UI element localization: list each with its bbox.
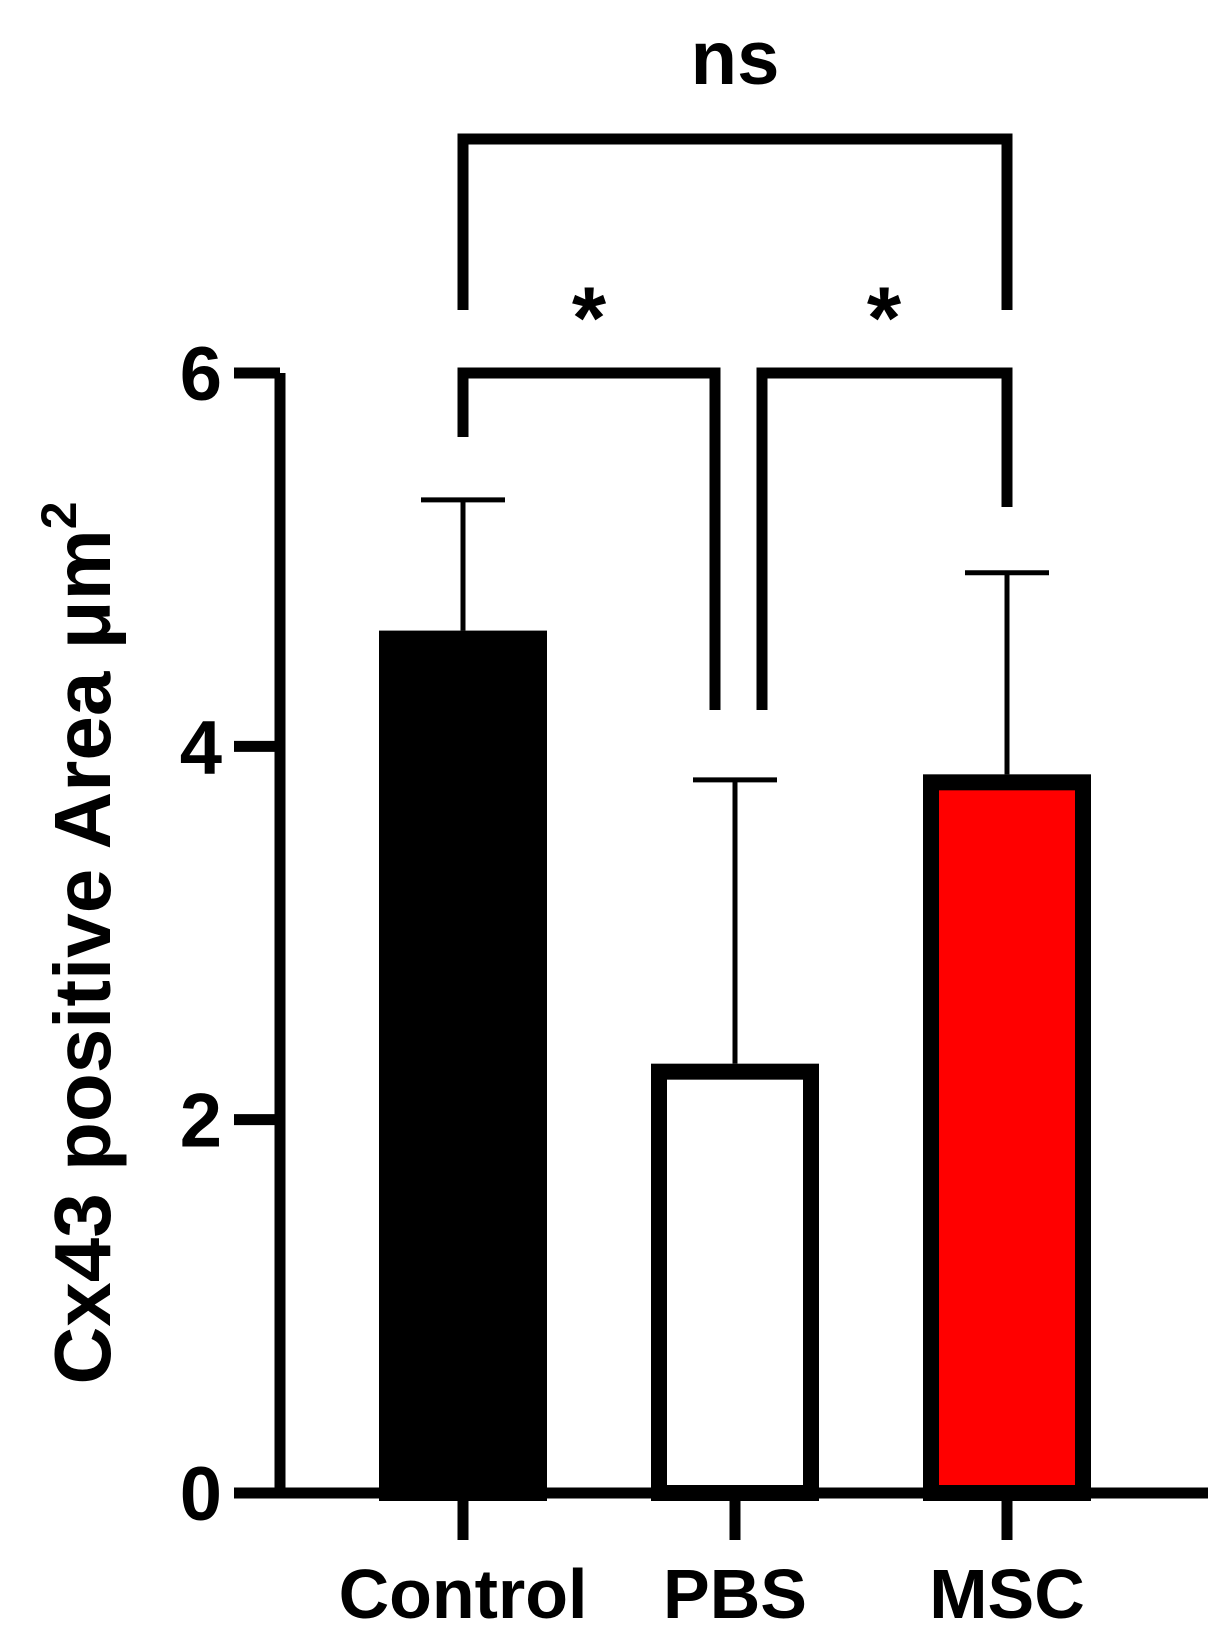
bars [379,630,1091,1501]
y-axis-label: Cx43 positive Area μm2 [31,501,127,1384]
x-tick-label-pbs: PBS [663,1555,807,1633]
significance-label-3: ns [691,16,780,101]
significance-bracket-3: ns [457,16,1013,310]
axes [237,373,1208,1499]
y-tick-label-6: 6 [180,332,222,417]
y-ticks: 0 2 4 6 [180,332,280,1537]
y-tick-label-4: 4 [180,705,222,790]
error-bar-control [421,497,505,631]
x-tick-label-control: Control [339,1555,588,1633]
y-tick-label-2: 2 [180,1079,222,1164]
significance-brackets: * * ns [457,16,1013,710]
error-bar-pbs [693,777,777,1064]
bar-pbs [651,1063,819,1501]
y-axis-label-superscript: 2 [31,501,87,529]
significance-bracket-2: * [756,268,1013,710]
bar-msc [923,774,1091,1501]
bar-control [379,630,547,1501]
error-bar-msc [965,570,1049,775]
significance-bracket-1: * [457,268,721,710]
x-tick-label-msc: MSC [929,1555,1085,1633]
x-ticks: Control PBS MSC [339,1493,1085,1633]
y-axis-label-text: Cx43 positive Area μm [38,529,127,1384]
error-bars [421,497,1049,1064]
significance-label-2: * [867,268,902,367]
significance-label-1: * [572,268,607,367]
y-tick-label-0: 0 [180,1452,222,1537]
